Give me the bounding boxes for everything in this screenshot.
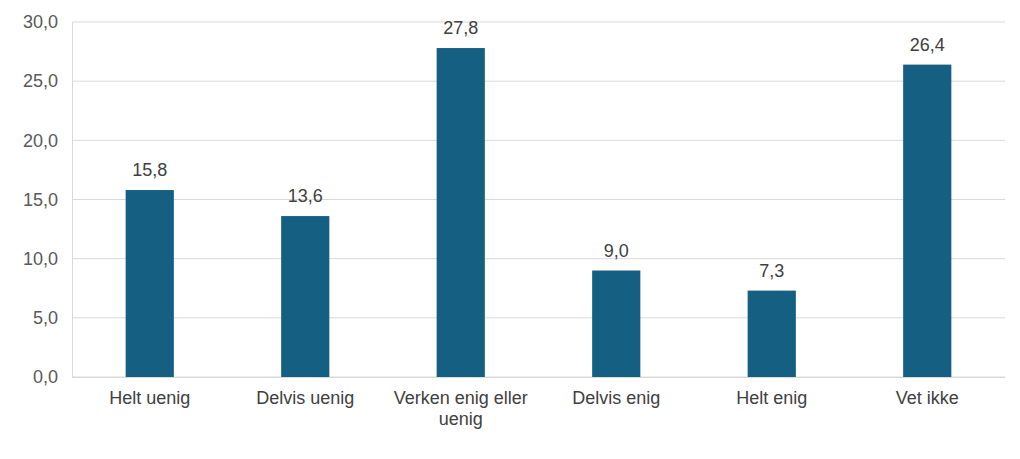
y-tick-label: 5,0 — [33, 308, 58, 328]
grid-line — [72, 199, 1005, 200]
plot: 0,0 5,0 10,0 15,0 20,0 25,0 30,0 Helt uenig Delv… — [23, 12, 1006, 429]
bar — [126, 190, 174, 377]
bar — [437, 48, 485, 377]
x-tick: Vet ikke — [896, 377, 959, 408]
y-axis-line — [72, 23, 73, 378]
x-tick-label: Helt enig — [736, 388, 807, 408]
y-tick: 10,0 — [23, 249, 72, 269]
grid — [72, 22, 1005, 377]
bars — [126, 48, 952, 377]
y-tick-label: 10,0 — [23, 249, 58, 269]
x-tick-label: Delvis uenig — [256, 388, 354, 408]
data-label: 9,0 — [604, 241, 629, 261]
data-label: 15,8 — [132, 160, 167, 180]
x-tick-label: Delvis enig — [572, 388, 660, 408]
grid-line — [72, 317, 1005, 318]
x-tick: Helt uenig — [109, 377, 190, 408]
y-tick-label: 0,0 — [33, 367, 58, 387]
data-labels: 15,8 13,6 27,8 9,0 7,3 26,4 — [132, 18, 945, 281]
x-tick: Delvis uenig — [256, 377, 354, 408]
x-tick: Verken enig elleruenig — [394, 377, 528, 429]
bar — [903, 65, 951, 377]
x-tick: Helt enig — [736, 377, 807, 408]
x-tick-label: Verken enig elleruenig — [394, 388, 528, 430]
data-label: 7,3 — [759, 261, 784, 281]
y-tick: 20,0 — [23, 131, 72, 151]
x-tick-label: Helt uenig — [109, 388, 190, 408]
x-axis-line — [73, 377, 1006, 378]
y-tick: 30,0 — [23, 12, 72, 32]
bar — [748, 291, 796, 377]
y-tick: 15,0 — [23, 190, 72, 210]
x-tick: Delvis enig — [572, 377, 660, 408]
data-label: 13,6 — [288, 186, 323, 206]
grid-line — [72, 81, 1005, 82]
data-label: 26,4 — [910, 35, 945, 55]
y-tick-label: 15,0 — [23, 190, 58, 210]
y-tick: 25,0 — [23, 71, 72, 91]
y-axis: 0,0 5,0 10,0 15,0 20,0 25,0 30,0 — [23, 12, 73, 387]
chart: 0,0 5,0 10,0 15,0 20,0 25,0 30,0 Helt uenig Delv… — [0, 0, 1020, 459]
grid-line — [72, 258, 1005, 259]
x-axis: Helt uenig Delvis uenig Verken enig elleru… — [73, 377, 1006, 429]
bar — [281, 216, 329, 377]
y-tick-label: 30,0 — [23, 12, 58, 32]
y-tick: 0,0 — [33, 367, 72, 387]
y-tick: 5,0 — [33, 308, 72, 328]
data-label: 27,8 — [443, 18, 478, 38]
y-tick-label: 25,0 — [23, 71, 58, 91]
bar — [592, 271, 640, 378]
y-tick-label: 20,0 — [23, 131, 58, 151]
grid-line — [72, 140, 1005, 141]
grid-line — [72, 377, 1005, 378]
grid-line — [72, 22, 1005, 23]
x-tick-label: Vet ikke — [896, 388, 959, 408]
